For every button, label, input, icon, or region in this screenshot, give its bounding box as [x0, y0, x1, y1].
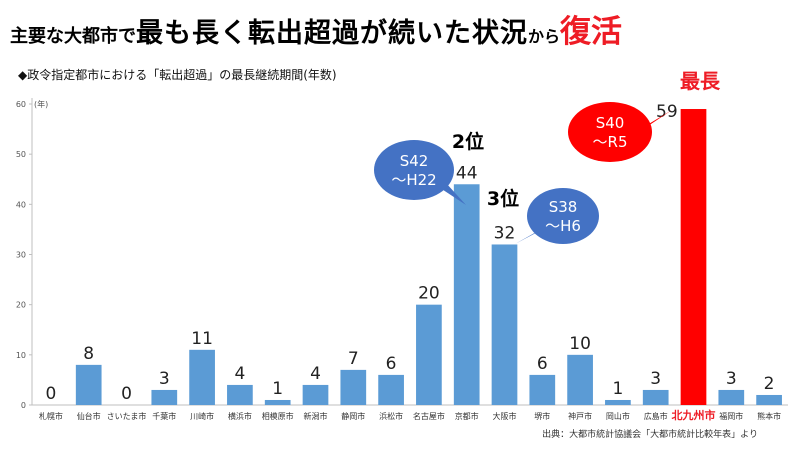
rank-label: 最長 [680, 69, 721, 93]
rank-label: 2位 [452, 130, 484, 153]
category-label: 熊本市 [757, 411, 781, 421]
y-tick-label: 0 [21, 401, 26, 410]
data-label: 20 [418, 284, 440, 304]
bar [567, 354, 593, 405]
data-label: 3 [650, 369, 661, 389]
data-label: 0 [45, 384, 56, 404]
title-part-4: 復活 [560, 14, 623, 50]
bubble-line-2: ～R5 [593, 133, 628, 151]
bar [151, 389, 178, 405]
y-tick-label: 30 [16, 251, 26, 260]
bar [340, 369, 367, 405]
source-note: 出典：大都市統計協議会「大都市統計比較年表」より [542, 430, 758, 440]
category-label: 静岡市 [341, 411, 365, 421]
data-label: 3 [159, 369, 170, 389]
data-label: 1 [612, 379, 623, 399]
bubble-line-2: ～H6 [545, 217, 581, 235]
data-label: 44 [456, 163, 478, 183]
y-tick-label: 40 [16, 200, 26, 209]
data-label: 7 [348, 349, 359, 369]
bar [529, 374, 556, 405]
data-label: 6 [386, 354, 397, 374]
data-label: 3 [726, 369, 737, 389]
category-label: さいたま市 [107, 411, 147, 421]
category-label: 名古屋市 [413, 411, 445, 421]
category-label: 千葉市 [152, 411, 176, 421]
bar [680, 109, 707, 406]
category-label: 新潟市 [304, 411, 328, 421]
bar [453, 184, 480, 405]
data-label: 0 [121, 384, 132, 404]
bubble-line-1: S38 [549, 198, 578, 216]
category-label: 横浜市 [228, 411, 252, 421]
y-tick-label: 10 [16, 351, 26, 360]
category-label: 相模原市 [262, 411, 294, 421]
data-label: 32 [494, 223, 516, 243]
y-axis-unit: (年) [34, 99, 48, 109]
bar [227, 384, 253, 405]
bubble-line-1: S40 [596, 114, 625, 132]
bubble-line-1: S42 [400, 152, 429, 170]
bar [416, 304, 442, 405]
category-label: 川崎市 [190, 411, 214, 421]
y-tick-label: 60 [16, 100, 26, 109]
category-label: 岡山市 [606, 411, 630, 421]
data-label: 10 [569, 334, 591, 354]
period-bubble [374, 140, 454, 200]
data-label: 8 [83, 344, 94, 364]
bar [605, 399, 631, 405]
category-label: 浜松市 [379, 411, 403, 421]
data-label: 1 [272, 379, 283, 399]
category-label: 大阪市 [493, 411, 517, 421]
y-tick-label: 50 [16, 150, 26, 159]
chart-subtitle: ◆政令指定都市における「転出超過」の最長継続期間(年数) [18, 68, 337, 82]
bar [302, 384, 329, 405]
bar [718, 389, 745, 405]
page-title: 主要な大都市で最も長く転出超過が続いた状況から復活 [10, 6, 622, 56]
category-label: 神戸市 [568, 411, 592, 421]
bubble-line-2: ～H22 [391, 171, 436, 189]
data-label: 59 [656, 102, 678, 122]
data-label: 4 [234, 364, 245, 384]
rank-label: 3位 [487, 187, 519, 210]
bar [378, 374, 404, 405]
bar [264, 399, 291, 405]
category-label: 仙台市 [77, 411, 101, 421]
category-label: 京都市 [455, 411, 479, 421]
period-bubble [568, 102, 652, 162]
category-label: 北九州市 [672, 408, 716, 422]
category-label: 福岡市 [719, 411, 743, 421]
data-label: 2 [764, 374, 775, 394]
title-part-2: 最も長く転出超過が続いた状況 [136, 18, 528, 49]
data-label: 6 [537, 354, 548, 374]
bar [642, 389, 669, 405]
bar [189, 349, 215, 405]
category-label: 堺市 [534, 411, 550, 421]
bar [756, 394, 782, 405]
bar [75, 364, 102, 405]
y-tick-label: 20 [16, 301, 26, 310]
data-label: 11 [191, 329, 213, 349]
period-bubble [527, 188, 599, 244]
category-label: 札幌市 [39, 411, 63, 421]
title-part-3: から [528, 27, 561, 46]
data-label: 4 [310, 364, 321, 384]
bar [491, 244, 518, 405]
category-label: 広島市 [644, 411, 668, 421]
title-part-1: 主要な大都市で [10, 26, 136, 47]
